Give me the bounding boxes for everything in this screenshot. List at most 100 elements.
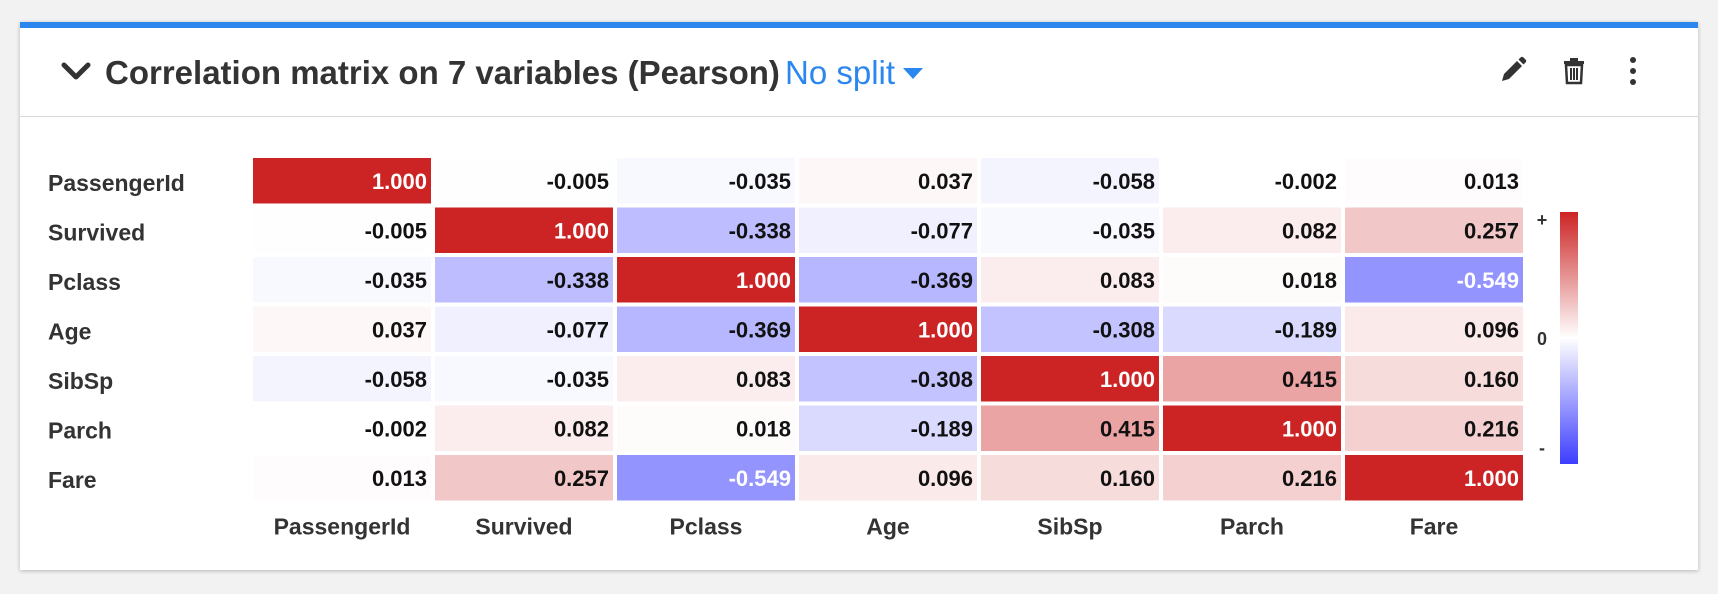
heatmap-cell-parch-survived[interactable]: 0.082 (435, 405, 613, 452)
cell-rect (617, 207, 795, 253)
heatmap-cell-fare-parch[interactable]: 0.216 (1163, 455, 1341, 501)
heatmap-cell-age-sibsp[interactable]: -0.308 (981, 306, 1159, 353)
heatmap-cell-pclass-sibsp[interactable]: 0.083 (981, 257, 1159, 303)
heatmap-cell-fare-pclass[interactable]: -0.549 (617, 455, 795, 501)
cell-rect (799, 306, 977, 352)
col-label-age: Age (866, 514, 909, 540)
split-dropdown[interactable]: No split (785, 54, 924, 92)
row-label-sibsp: SibSp (48, 368, 113, 394)
heatmap-cell-pclass-fare[interactable]: -0.549 (1345, 257, 1523, 303)
cell-rect (1163, 257, 1341, 303)
heatmap-cell-parch-pclass[interactable]: 0.018 (617, 405, 795, 452)
heatmap-cell-passengerid-age[interactable]: 0.037 (799, 158, 977, 204)
heatmap-cell-sibsp-age[interactable]: -0.308 (799, 356, 977, 402)
heatmap-cell-sibsp-survived[interactable]: -0.035 (435, 356, 613, 402)
cell-value: 0.037 (372, 317, 427, 342)
cell-rect (799, 158, 977, 204)
cell-rect (617, 158, 795, 204)
cell-value: 1.000 (554, 218, 609, 243)
heatmap-cell-survived-passengerid[interactable]: -0.005 (253, 207, 431, 254)
heatmap-cell-passengerid-passengerid[interactable]: 1.000 (253, 158, 431, 204)
cell-rect (1345, 207, 1523, 253)
heatmap-cell-passengerid-survived[interactable]: -0.005 (435, 158, 613, 204)
heatmap-cell-pclass-survived[interactable]: -0.338 (435, 257, 613, 303)
cell-rect (435, 455, 613, 501)
cell-rect (799, 356, 977, 402)
heatmap-cell-age-survived[interactable]: -0.077 (435, 306, 613, 353)
cell-rect (799, 257, 977, 303)
heatmap-cell-sibsp-passengerid[interactable]: -0.058 (253, 356, 431, 402)
cell-value: 1.000 (736, 268, 791, 293)
heatmap-cell-passengerid-parch[interactable]: -0.002 (1163, 158, 1341, 204)
row-label-fare: Fare (48, 467, 97, 493)
cell-value: -0.077 (911, 218, 973, 243)
heatmap-cell-age-parch[interactable]: -0.189 (1163, 306, 1341, 353)
cell-rect (799, 405, 977, 451)
row-label-survived: Survived (48, 219, 145, 245)
cell-value: -0.189 (911, 416, 973, 441)
heatmap-cell-survived-age[interactable]: -0.077 (799, 207, 977, 254)
heatmap-cell-parch-age[interactable]: -0.189 (799, 405, 977, 452)
heatmap-cell-parch-passengerid[interactable]: -0.002 (253, 405, 431, 452)
chevron-down-icon[interactable] (58, 54, 94, 90)
heatmap-cell-pclass-passengerid[interactable]: -0.035 (253, 257, 431, 303)
heatmap-cell-passengerid-pclass[interactable]: -0.035 (617, 158, 795, 204)
cell-value: -0.005 (547, 169, 609, 194)
cell-rect (1345, 405, 1523, 451)
card-header: Correlation matrix on 7 variables (Pears… (20, 28, 1698, 117)
heatmap-cell-pclass-pclass[interactable]: 1.000 (617, 257, 795, 303)
heatmap-cell-sibsp-fare[interactable]: 0.160 (1345, 356, 1523, 402)
cell-rect (253, 455, 431, 501)
cell-value: -0.058 (1093, 169, 1155, 194)
heatmap-cell-fare-passengerid[interactable]: 0.013 (253, 455, 431, 501)
heatmap-cell-age-passengerid[interactable]: 0.037 (253, 306, 431, 353)
heatmap-cell-age-pclass[interactable]: -0.369 (617, 306, 795, 353)
heatmap-cell-pclass-parch[interactable]: 0.018 (1163, 257, 1341, 303)
cell-rect (435, 207, 613, 253)
heatmap-cell-fare-fare[interactable]: 1.000 (1345, 455, 1523, 501)
cell-rect (981, 158, 1159, 204)
color-legend-bar (1560, 212, 1578, 464)
cell-rect (253, 405, 431, 451)
heatmap-cell-parch-sibsp[interactable]: 0.415 (981, 405, 1159, 452)
cell-value: -0.549 (729, 466, 791, 491)
heatmap-cell-age-age[interactable]: 1.000 (799, 306, 977, 353)
heatmap-cell-survived-pclass[interactable]: -0.338 (617, 207, 795, 254)
heatmap-cell-parch-parch[interactable]: 1.000 (1163, 405, 1341, 452)
cell-value: -0.308 (1093, 317, 1155, 342)
heatmap-cell-passengerid-sibsp[interactable]: -0.058 (981, 158, 1159, 204)
heatmap-cell-parch-fare[interactable]: 0.216 (1345, 405, 1523, 452)
heatmap-cell-pclass-age[interactable]: -0.369 (799, 257, 977, 303)
cell-value: -0.369 (729, 317, 791, 342)
heatmap-cell-sibsp-pclass[interactable]: 0.083 (617, 356, 795, 402)
heatmap-cell-survived-parch[interactable]: 0.082 (1163, 207, 1341, 254)
heatmap-cell-passengerid-fare[interactable]: 0.013 (1345, 158, 1523, 204)
cell-value: -0.005 (365, 218, 427, 243)
cell-value: 1.000 (918, 317, 973, 342)
cell-value: -0.077 (547, 317, 609, 342)
correlation-matrix-card: Correlation matrix on 7 variables (Pears… (20, 22, 1698, 570)
heatmap-cell-survived-fare[interactable]: 0.257 (1345, 207, 1523, 254)
cell-value: 0.096 (918, 466, 973, 491)
heatmap-cell-sibsp-sibsp[interactable]: 1.000 (981, 356, 1159, 402)
cell-value: 0.257 (1464, 218, 1519, 243)
heatmap-cell-age-fare[interactable]: 0.096 (1345, 306, 1523, 353)
trash-icon[interactable] (1557, 54, 1591, 88)
cell-rect (435, 158, 613, 204)
kebab-menu-icon[interactable] (1616, 54, 1650, 88)
cell-rect (1163, 405, 1341, 451)
legend-zero-label: 0 (1537, 329, 1547, 349)
heatmap-cell-fare-age[interactable]: 0.096 (799, 455, 977, 501)
cell-rect (1163, 207, 1341, 253)
cell-rect (253, 207, 431, 253)
caret-down-icon (903, 67, 924, 79)
cell-value: 0.415 (1282, 367, 1337, 392)
heatmap-cell-survived-survived[interactable]: 1.000 (435, 207, 613, 254)
cell-rect (617, 356, 795, 402)
heatmap-cell-sibsp-parch[interactable]: 0.415 (1163, 356, 1341, 402)
heatmap-cell-fare-sibsp[interactable]: 0.160 (981, 455, 1159, 501)
cell-rect (1345, 455, 1523, 501)
heatmap-cell-fare-survived[interactable]: 0.257 (435, 455, 613, 501)
heatmap-cell-survived-sibsp[interactable]: -0.035 (981, 207, 1159, 254)
pencil-icon[interactable] (1495, 54, 1529, 88)
